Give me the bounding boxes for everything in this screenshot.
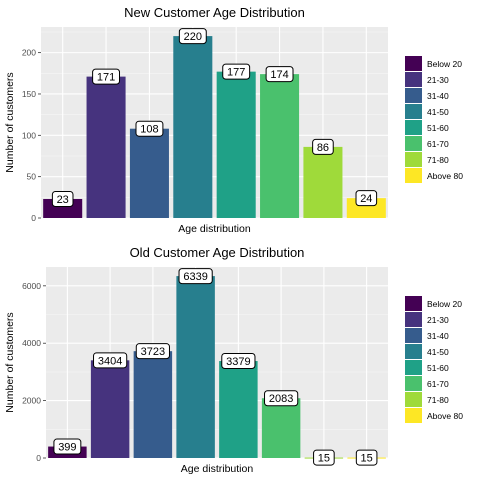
data-label-box bbox=[221, 353, 256, 370]
data-label-box bbox=[178, 28, 207, 45]
data-label-box bbox=[312, 138, 334, 155]
data-label: 399 bbox=[58, 442, 76, 454]
data-label-box bbox=[264, 390, 299, 407]
legend-label: 71-80 bbox=[427, 395, 449, 405]
legend-swatch bbox=[405, 88, 422, 103]
legend-swatch bbox=[405, 104, 422, 119]
data-label: 174 bbox=[270, 69, 288, 81]
legend-swatch bbox=[405, 136, 422, 151]
legend-label: 51-60 bbox=[427, 123, 449, 133]
legend-swatch bbox=[405, 344, 422, 359]
data-label: 6339 bbox=[183, 271, 207, 283]
bar-21-30 bbox=[90, 360, 130, 458]
data-label-box bbox=[135, 343, 170, 360]
legend-swatch bbox=[405, 296, 422, 311]
y-tick-label: 50 bbox=[27, 172, 37, 182]
legend-swatch bbox=[405, 56, 422, 71]
legend-swatch bbox=[405, 360, 422, 375]
bar-51-60 bbox=[216, 71, 256, 218]
x-axis-label: Age distribution bbox=[181, 463, 254, 475]
legend-label: 71-80 bbox=[427, 155, 449, 165]
bar-41-50 bbox=[176, 276, 215, 458]
data-label-box bbox=[355, 449, 378, 466]
y-axis-label: Number of customers bbox=[4, 312, 16, 412]
legend-label: Above 80 bbox=[427, 171, 463, 181]
y-tick-label: 6000 bbox=[22, 281, 41, 291]
legend-label: 61-70 bbox=[427, 379, 449, 389]
legend-label: Below 20 bbox=[427, 59, 462, 69]
legend-swatch bbox=[405, 392, 422, 407]
legend-swatch bbox=[405, 376, 422, 391]
data-label-box bbox=[313, 449, 335, 466]
legend-swatch bbox=[405, 72, 422, 87]
bar-61-70 bbox=[261, 398, 301, 458]
legend-swatch bbox=[405, 328, 422, 343]
data-label-box bbox=[53, 438, 82, 455]
data-label-box bbox=[92, 68, 121, 85]
bar-51-60 bbox=[219, 361, 258, 458]
y-tick-label: 100 bbox=[22, 130, 36, 140]
chart-panel-1: New Customer Age Distribution 0 50 100 150 20… bbox=[4, 5, 463, 235]
data-label: 171 bbox=[97, 72, 115, 84]
chart-title: Old Customer Age Distribution bbox=[130, 245, 305, 260]
data-label: 3404 bbox=[98, 355, 122, 367]
legend-swatch bbox=[405, 168, 422, 183]
data-label-box bbox=[265, 66, 294, 83]
y-tick-label: 2000 bbox=[22, 396, 41, 406]
data-label: 24 bbox=[360, 193, 372, 205]
data-label: 15 bbox=[318, 453, 330, 465]
data-label: 3379 bbox=[226, 356, 250, 368]
data-label: 177 bbox=[227, 67, 245, 79]
data-label: 108 bbox=[140, 124, 158, 136]
legend-label: 41-50 bbox=[427, 347, 449, 357]
data-label: 220 bbox=[184, 31, 202, 43]
legend-swatch bbox=[405, 152, 422, 167]
legend-label: Below 20 bbox=[427, 299, 462, 309]
x-axis-label: Age distribution bbox=[178, 223, 251, 235]
data-label: 3723 bbox=[141, 346, 165, 358]
bar-71-80 bbox=[303, 146, 343, 218]
chart-panel-2: Old Customer Age Distribution 0 2000 4000 60… bbox=[4, 245, 463, 475]
y-tick-label: 0 bbox=[36, 453, 41, 463]
legend-label: Above 80 bbox=[427, 411, 463, 421]
data-label-box bbox=[51, 190, 74, 207]
y-tick-label: 0 bbox=[31, 213, 36, 223]
legend-label: 61-70 bbox=[427, 139, 449, 149]
y-tick-label: 150 bbox=[22, 89, 36, 99]
legend-label: 41-50 bbox=[427, 107, 449, 117]
chart-title: New Customer Age Distribution bbox=[124, 5, 305, 20]
data-label: 15 bbox=[361, 453, 373, 465]
legend-label: 21-30 bbox=[427, 315, 449, 325]
data-label-box bbox=[355, 190, 378, 207]
data-label-box bbox=[93, 352, 128, 369]
data-label-box bbox=[178, 268, 213, 285]
data-label-box bbox=[222, 63, 251, 80]
legend-swatch bbox=[405, 312, 422, 327]
legend-label: 31-40 bbox=[427, 331, 449, 341]
bar-31-40 bbox=[129, 128, 169, 218]
y-tick-label: 200 bbox=[22, 48, 36, 58]
legend-swatch bbox=[405, 408, 422, 423]
y-axis-label: Number of customers bbox=[4, 72, 16, 172]
bar-41-50 bbox=[173, 36, 213, 218]
legend-label: 21-30 bbox=[427, 75, 449, 85]
data-label: 86 bbox=[317, 142, 329, 154]
data-label: 23 bbox=[57, 194, 69, 206]
y-tick-label: 4000 bbox=[22, 338, 41, 348]
legend-label: 31-40 bbox=[427, 91, 449, 101]
legend-label: 51-60 bbox=[427, 363, 449, 373]
bar-61-70 bbox=[260, 74, 300, 218]
data-label-box bbox=[135, 120, 164, 137]
bar-31-40 bbox=[133, 351, 173, 458]
legend-swatch bbox=[405, 120, 422, 135]
data-label: 2083 bbox=[269, 393, 293, 405]
bar-21-30 bbox=[86, 76, 126, 219]
